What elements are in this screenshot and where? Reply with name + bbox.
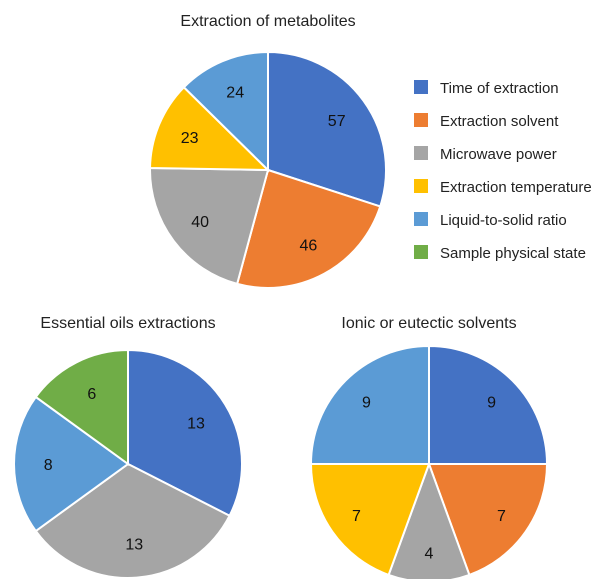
legend-swatch (414, 212, 428, 226)
pie-slice-time-of-extraction (428, 344, 549, 465)
pie-slice-extraction-temperature (309, 463, 431, 577)
legend-label: Liquid-to-solid ratio (440, 212, 567, 229)
data-label: 6 (87, 386, 96, 403)
pie-slices: 13 13 8 6 (13, 348, 243, 579)
legend-swatch (414, 179, 428, 193)
legend-label: Extraction temperature (440, 179, 592, 196)
legend-item-microwave-power: Microwave power (414, 146, 557, 163)
legend-swatch (414, 245, 428, 259)
pie-slice-sample-physical-state (34, 348, 129, 466)
data-label: 40 (191, 214, 209, 231)
legend-label: Microwave power (440, 146, 557, 163)
data-label: 13 (187, 415, 205, 432)
data-label: 57 (328, 113, 346, 130)
pie-slice-time-of-extraction (267, 50, 387, 208)
legend: Time of extraction Extraction solvent Mi… (414, 80, 592, 262)
pie-slice-extraction-temperature (148, 85, 271, 172)
legend-item-sample-physical-state: Sample physical state (414, 245, 586, 262)
data-label: 8 (44, 457, 53, 474)
data-label: 7 (352, 508, 361, 525)
pie-slice-extraction-solvent (427, 463, 549, 577)
pie-slice-microwave-power (387, 461, 471, 579)
pie-slice-liquid-to-solid-ratio (182, 50, 269, 173)
legend-item-liquid-to-solid-ratio: Liquid-to-solid ratio (414, 212, 567, 229)
data-label: 13 (125, 537, 143, 554)
chart-title: Essential oils extractions (40, 315, 215, 332)
pie-slices: 9 7 4 7 9 (309, 344, 549, 579)
legend-swatch (414, 113, 428, 127)
pie-slices: 57 46 40 23 24 (148, 50, 387, 289)
legend-label: Time of extraction (440, 80, 559, 97)
pie-chart-essential-oils-extractions: Essential oils extractions 13 13 8 6 (13, 315, 243, 579)
data-label: 7 (497, 508, 506, 525)
legend-item-extraction-solvent: Extraction solvent (414, 113, 559, 130)
pie-slice-liquid-to-solid-ratio (13, 395, 130, 533)
pie-slice-extraction-solvent (235, 168, 382, 289)
pie-slice-liquid-to-solid-ratio (309, 344, 430, 465)
chart-title: Ionic or eutectic solvents (341, 315, 516, 332)
data-label: 24 (226, 85, 244, 102)
pie-chart-extraction-of-metabolites: Extraction of metabolites 57 46 40 23 24 (148, 13, 387, 289)
pie-slice-microwave-power (149, 167, 270, 286)
legend-swatch (414, 80, 428, 94)
legend-item-extraction-temperature: Extraction temperature (414, 179, 592, 196)
data-label: 9 (487, 394, 496, 411)
data-label: 23 (181, 130, 199, 147)
data-label: 46 (300, 238, 318, 255)
pie-slice-microwave-power (34, 462, 231, 579)
chart-title: Extraction of metabolites (180, 13, 355, 30)
data-label: 9 (362, 394, 371, 411)
pie-slice-time-of-extraction (127, 348, 243, 518)
legend-label: Sample physical state (440, 245, 586, 262)
pie-chart-ionic-or-eutectic-solvents: Ionic or eutectic solvents 9 7 4 7 9 (309, 315, 549, 579)
data-label: 4 (425, 546, 434, 563)
legend-item-time-of-extraction: Time of extraction (414, 80, 559, 97)
legend-swatch (414, 146, 428, 160)
legend-label: Extraction solvent (440, 113, 559, 130)
